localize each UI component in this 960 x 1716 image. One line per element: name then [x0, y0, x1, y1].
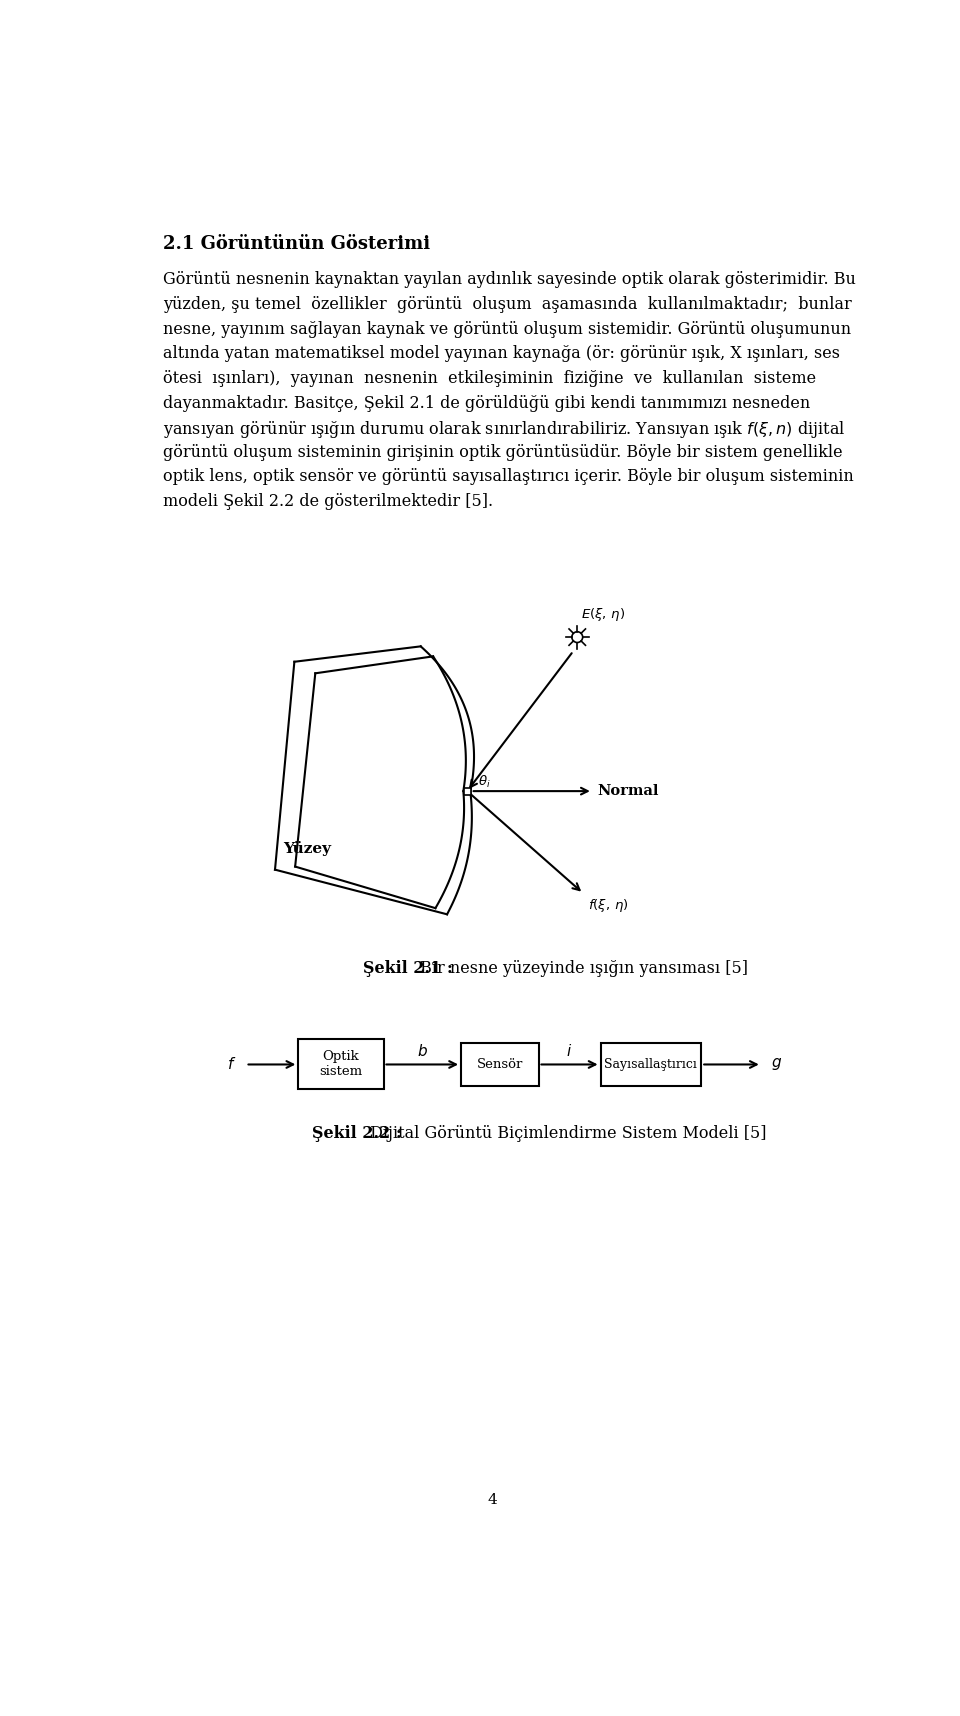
Text: 2.1 Görüntünün Gösterimi: 2.1 Görüntünün Gösterimi — [162, 235, 430, 254]
Text: Normal: Normal — [597, 784, 659, 798]
Text: Sayısallaştırıcı: Sayısallaştırıcı — [605, 1059, 697, 1071]
Text: nesne, yayınım sağlayan kaynak ve görüntü oluşum sistemidir. Görüntü oluşumunun: nesne, yayınım sağlayan kaynak ve görünt… — [162, 321, 851, 338]
Bar — [299, 1040, 383, 1090]
Text: Optik
sistem: Optik sistem — [320, 1050, 363, 1078]
Text: Sensör: Sensör — [476, 1059, 523, 1071]
Text: Şekil 2.1 :: Şekil 2.1 : — [363, 959, 452, 976]
Text: yüzden, şu temel  özellikler  görüntü  oluşum  aşamasında  kullanılmaktadır;  bu: yüzden, şu temel özellikler görüntü oluş… — [162, 297, 852, 312]
Text: Bir nesne yüzeyinde ışığın yansıması [5]: Bir nesne yüzeyinde ışığın yansıması [5] — [416, 959, 748, 976]
Text: $E(\xi,\,\eta)$: $E(\xi,\,\eta)$ — [581, 606, 625, 623]
Text: $g$: $g$ — [771, 1057, 782, 1072]
Text: dayanmaktadır. Basitçe, Şekil 2.1 de görüldüğü gibi kendi tanımımızı nesneden: dayanmaktadır. Basitçe, Şekil 2.1 de gör… — [162, 395, 810, 412]
Text: $\theta_i$: $\theta_i$ — [478, 774, 491, 789]
Text: 4: 4 — [487, 1493, 497, 1507]
Bar — [464, 788, 470, 795]
Text: modeli Şekil 2.2 de gösterilmektedir [5].: modeli Şekil 2.2 de gösterilmektedir [5]… — [162, 492, 492, 510]
Text: Görüntü nesnenin kaynaktan yayılan aydınlık sayesinde optik olarak gösterimidir.: Görüntü nesnenin kaynaktan yayılan aydın… — [162, 271, 855, 288]
Text: Dijital Görüntü Biçimlendirme Sistem Modeli [5]: Dijital Görüntü Biçimlendirme Sistem Mod… — [365, 1126, 766, 1143]
Text: altında yatan matematiksel model yayınan kaynağa (ör: görünür ışık, X ışınları, : altında yatan matematiksel model yayınan… — [162, 345, 840, 362]
Text: $b$: $b$ — [417, 1043, 428, 1059]
Text: yansıyan görünür ışığın durumu olarak sınırlandırabiliriz. Yansıyan ışık $f(\xi,: yansıyan görünür ışığın durumu olarak sı… — [162, 419, 845, 441]
Text: Şekil 2.2 :: Şekil 2.2 : — [312, 1126, 402, 1143]
Bar — [601, 1043, 701, 1086]
Text: görüntü oluşum sisteminin girişinin optik görüntüsüdür. Böyle bir sistem genelli: görüntü oluşum sisteminin girişinin opti… — [162, 444, 842, 462]
Text: $f(\xi,\,\eta)$: $f(\xi,\,\eta)$ — [588, 896, 629, 913]
Text: ötesi  ışınları),  yayınan  nesnenin  etkileşiminin  fiziğine  ve  kullanılan  s: ötesi ışınları), yayınan nesnenin etkile… — [162, 371, 816, 386]
Text: $f$: $f$ — [227, 1057, 236, 1072]
Text: optik lens, optik sensör ve görüntü sayısallaştırıcı içerir. Böyle bir oluşum si: optik lens, optik sensör ve görüntü sayı… — [162, 468, 853, 486]
Text: Yüzey: Yüzey — [283, 841, 331, 856]
Bar — [461, 1043, 539, 1086]
Text: $i$: $i$ — [566, 1043, 572, 1059]
